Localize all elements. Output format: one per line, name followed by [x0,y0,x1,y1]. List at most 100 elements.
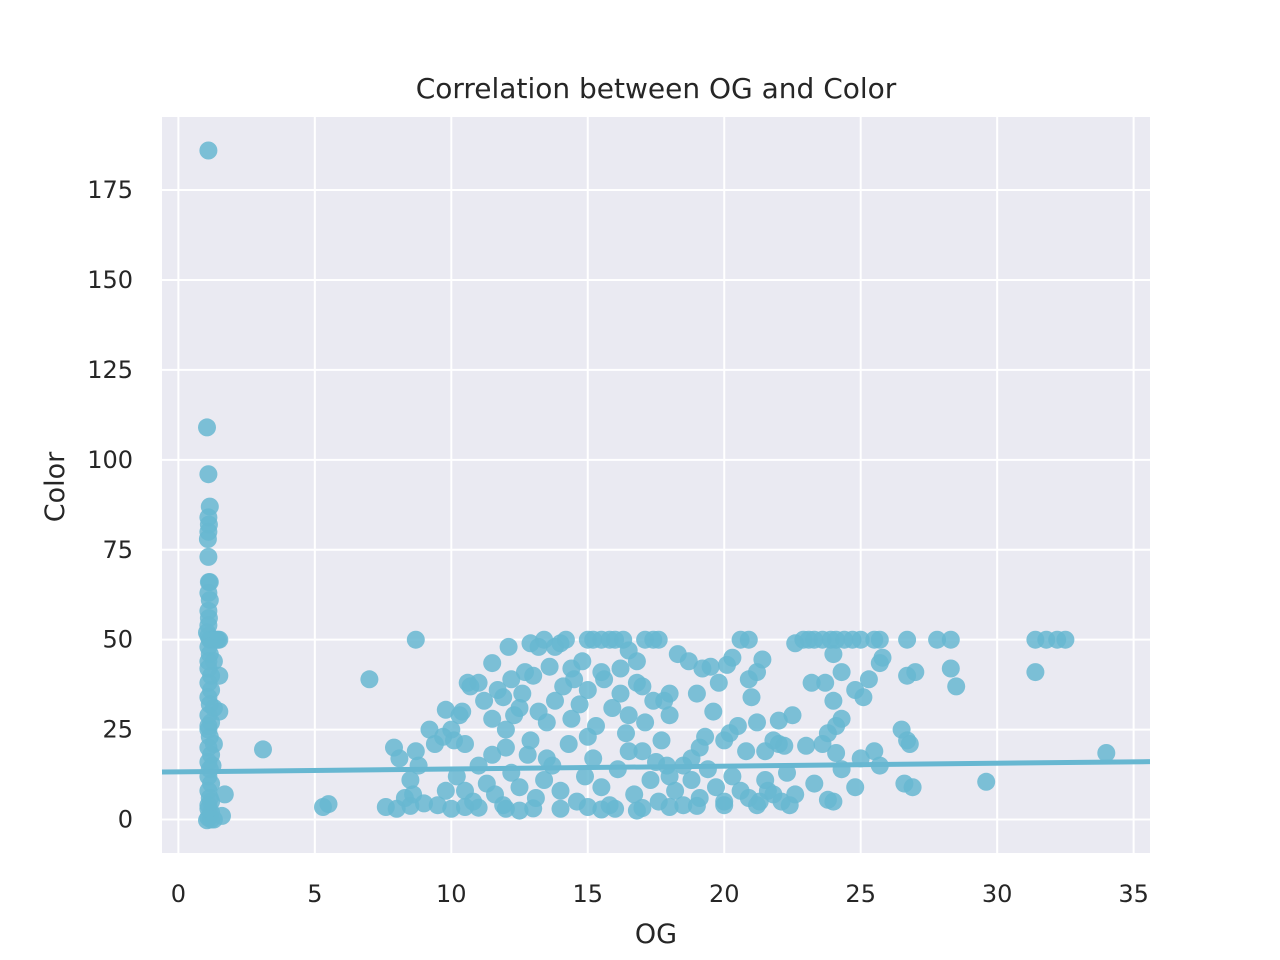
data-point [578,798,597,816]
data-point [447,767,466,786]
data-point [387,799,406,818]
y-tick-label: 100 [87,446,133,474]
x-tick-label: 10 [436,880,467,908]
data-point [551,781,570,800]
data-point [652,731,671,750]
data-point [742,688,761,707]
data-point [199,465,218,484]
data-point [625,785,644,804]
regression-line [161,759,1151,775]
data-point [537,749,556,768]
data-point [928,630,947,649]
y-axis-label: Color [40,451,71,522]
data-point [401,796,420,815]
data-point [319,795,338,814]
data-point [199,547,218,566]
data-point [483,709,502,728]
data-point [199,141,218,160]
data-point [565,670,584,689]
data-point [906,663,925,682]
data-point [469,673,488,692]
data-point [592,778,611,797]
data-point [898,630,917,649]
data-point [420,720,439,739]
data-point [513,684,532,703]
data-point [753,650,772,669]
data-point [619,706,638,725]
regression-line-group [161,759,1151,775]
data-point [469,798,488,817]
data-point [824,691,843,710]
data-point [540,657,559,676]
data-point [202,792,221,811]
data-point [199,717,218,735]
data-point [254,740,272,759]
data-point [775,736,794,755]
data-point [606,799,625,818]
data-point [428,796,447,815]
data-point [832,663,851,682]
data-point [816,673,835,692]
y-tick-label: 50 [102,626,133,654]
data-point [865,742,884,761]
data-point [524,799,543,818]
data-points [198,141,1116,830]
data-point [715,796,734,815]
data-point [1026,663,1045,682]
data-point [851,630,870,649]
x-tick-label: 15 [572,880,603,908]
data-point [633,677,652,696]
data-point [436,700,455,719]
data-point [818,790,837,809]
y-tick-label: 75 [102,536,133,564]
y-tick-label: 0 [118,806,133,834]
x-tick-label: 30 [982,880,1013,908]
data-point [666,781,685,800]
y-tick-label: 150 [87,266,133,294]
data-point [644,691,663,710]
data-point [576,767,594,786]
data-point [748,713,766,732]
data-point [783,706,802,725]
data-point [401,771,420,789]
data-point [698,760,717,779]
y-tick-label: 175 [87,176,133,204]
data-point [827,744,846,762]
data-point [723,767,742,786]
data-point [584,749,603,768]
data-point [578,727,597,746]
x-tick-label: 5 [307,880,322,908]
data-point [456,735,474,753]
data-point [603,699,622,717]
data-point [649,630,668,649]
data-point [786,785,805,804]
data-point [778,763,796,782]
y-tick-labels: 0 25 50 75 100 125 150 175 [87,176,133,834]
data-point [660,684,679,703]
data-point [947,677,966,696]
data-point [611,659,630,678]
data-point [756,771,775,789]
data-point [505,706,524,725]
data-point [546,691,564,710]
data-point [453,702,472,721]
data-point [198,530,217,548]
data-point [748,796,766,815]
data-point [510,778,529,797]
data-point [704,702,723,721]
data-point [559,735,578,753]
data-point [636,713,655,732]
data-point [556,630,575,649]
x-tick-label: 35 [1118,880,1149,908]
data-point [483,654,502,673]
data-point [521,731,540,750]
data-point [977,772,996,791]
data-point [475,691,494,710]
data-point [941,630,960,649]
data-point [406,630,425,649]
data-point [709,673,728,692]
data-point [739,630,758,649]
data-point [679,652,698,671]
data-point [518,745,537,764]
